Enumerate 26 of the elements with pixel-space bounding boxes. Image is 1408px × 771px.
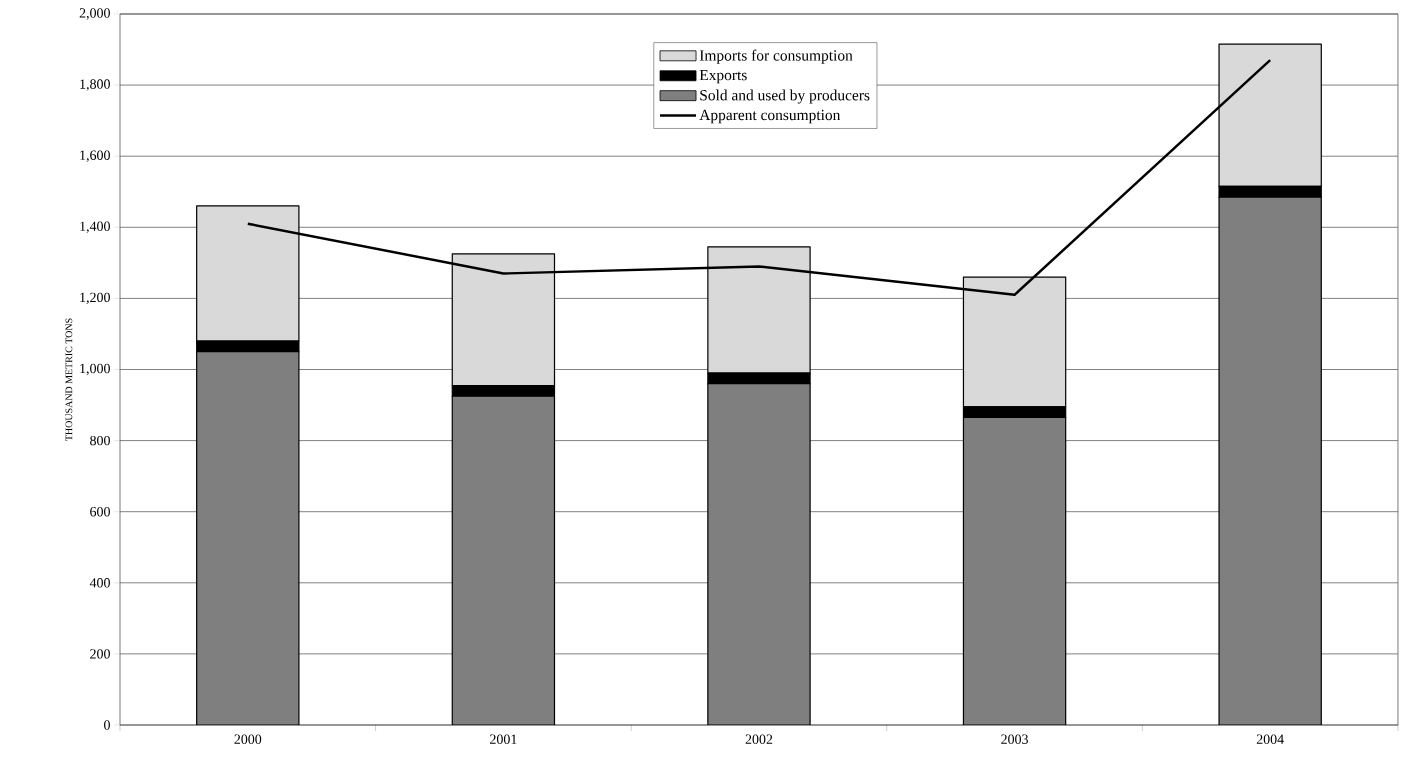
- y-tick-label: 1,400: [80, 221, 110, 233]
- y-tick-label: 800: [90, 435, 110, 446]
- x-tick-label: 2000: [234, 734, 262, 744]
- bar: [451, 395, 556, 725]
- y-tick-label: 1,800: [80, 79, 110, 91]
- legend-label: Sold and used by producers: [700, 89, 870, 104]
- y-tick-label: 600: [90, 506, 110, 517]
- y-tick-label: 1,600: [80, 150, 110, 162]
- y-tick-label: 0: [104, 720, 110, 730]
- legend-label: Apparent consumption: [699, 109, 841, 124]
- bar: [1218, 196, 1322, 725]
- x-tick-label: 2004: [1256, 734, 1284, 744]
- x-tick-label: 2001: [490, 734, 517, 744]
- y-tick-label: 1,000: [80, 363, 110, 376]
- y-tick-label: 1,200: [80, 292, 110, 305]
- bar: [707, 383, 811, 725]
- y-tick-label: 200: [90, 649, 110, 659]
- bar: [196, 351, 300, 725]
- bar: [962, 416, 1067, 725]
- legend-label: Imports for consumption: [699, 49, 853, 64]
- y-axis-title: THOUSAND METRIC TONS: [65, 318, 73, 441]
- legend-label: Exports: [699, 69, 747, 84]
- y-tick-label: 2,000: [79, 8, 110, 20]
- x-tick-label: 2003: [1001, 734, 1028, 744]
- x-tick-label: 2002: [745, 734, 773, 744]
- y-tick-label: 400: [89, 578, 110, 588]
